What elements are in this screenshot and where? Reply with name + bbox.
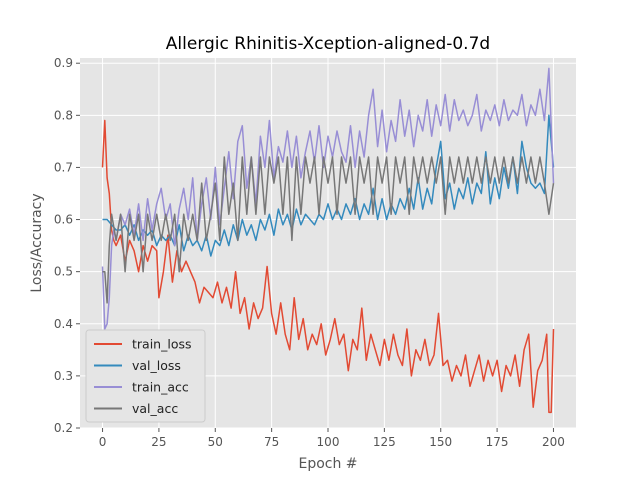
x-tick-label: 0	[99, 435, 107, 449]
x-tick-label: 175	[486, 435, 509, 449]
legend-box	[85, 329, 206, 423]
x-tick-label: 75	[264, 435, 279, 449]
series-line-val-acc	[102, 156, 555, 304]
y-tick-label: 0.7	[54, 160, 73, 174]
y-tick-label: 0.3	[54, 369, 73, 383]
series-line-val-loss	[102, 114, 555, 257]
series-line-train-loss	[101, 119, 555, 414]
chart-title: Allergic Rhinitis-Xception-aligned-0.7d	[166, 34, 490, 54]
x-tick-label: 100	[317, 435, 340, 449]
y-axis-label: Loss/Accuracy	[29, 193, 45, 292]
x-tick-label: 50	[208, 435, 223, 449]
x-tick-label: 25	[151, 435, 166, 449]
y-tick-label: 0.9	[54, 56, 73, 70]
y-tick-label: 0.5	[54, 265, 73, 279]
legend-label-val-acc: val_acc	[132, 401, 178, 416]
x-tick-label: 150	[429, 435, 452, 449]
y-tick-label: 0.4	[54, 317, 73, 331]
legend-label-val-loss: val_loss	[132, 358, 181, 373]
legend-label-train-loss: train_loss	[132, 337, 192, 352]
legend-label-train-acc: train_acc	[132, 380, 189, 395]
axis-ticks: 0 25 50 75 100 125 150 175 200 0.2 0.3 0.4 0.5 0.6 0.7…	[54, 56, 565, 449]
series-lines	[101, 67, 555, 414]
legend: train_loss val_loss train_acc val_acc	[85, 329, 206, 423]
y-tick-label: 0.8	[54, 108, 73, 122]
x-tick-label: 125	[373, 435, 396, 449]
x-axis-label: Epoch #	[298, 456, 357, 472]
y-tick-label: 0.6	[54, 213, 73, 227]
x-tick-label: 200	[542, 435, 565, 449]
y-tick-label: 0.2	[54, 421, 73, 435]
